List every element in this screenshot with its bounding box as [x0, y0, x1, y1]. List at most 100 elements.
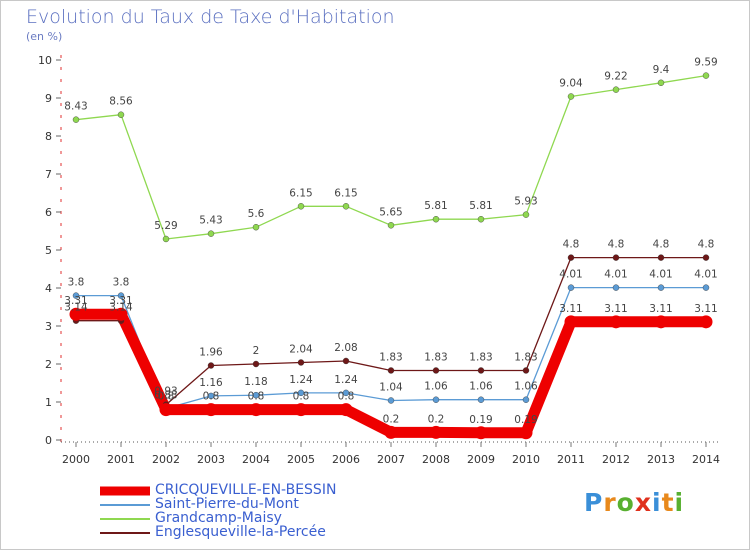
data-point [612, 86, 620, 93]
data-label: 3.14 [109, 302, 133, 314]
logo-letter: i [674, 488, 685, 517]
data-label: 3.8 [113, 277, 130, 289]
data-point [207, 392, 215, 400]
legend-label: Grandcamp-Maisy [155, 510, 282, 526]
legend-label: CRICQUEVILLE-EN-BESSIN [155, 482, 337, 498]
data-label: 5.93 [514, 196, 537, 208]
data-point [204, 403, 218, 417]
logo-letter: x [634, 488, 652, 517]
data-labels: 8.43 8.56 5.29 5.43 5.6 6.15 6.15 5.65 5.81 5.81 5… [64, 57, 717, 426]
y-tick-label: 3 [45, 320, 52, 333]
data-label: 4.8 [563, 239, 580, 251]
data-point [339, 403, 353, 417]
data-point [114, 307, 128, 321]
data-label: 8.56 [109, 96, 133, 108]
data-point [384, 425, 398, 439]
data-label: 1.24 [289, 374, 313, 386]
data-label: 1.83 [469, 351, 492, 363]
data-point [699, 315, 713, 329]
data-point [522, 367, 530, 374]
x-tick-label: 2001 [107, 453, 135, 466]
data-label: 3.11 [604, 303, 627, 315]
axes: 2000 2001 2002 2003 2004 2005 2006 2007 2008 2009… [38, 54, 720, 466]
data-point [567, 284, 575, 291]
proxiti-logo: Proxiti [584, 488, 684, 517]
data-label: 0.83 [154, 389, 177, 401]
data-point [159, 403, 173, 417]
data-point [207, 362, 215, 369]
data-point [297, 359, 305, 366]
data-point [432, 216, 440, 223]
data-label: 1.24 [334, 374, 358, 386]
data-label: 1.83 [514, 351, 537, 363]
data-label: 8.43 [64, 101, 87, 113]
data-point [702, 72, 710, 79]
y-tick-label: 7 [45, 168, 52, 181]
data-point [474, 426, 488, 440]
logo-letter: i [652, 488, 662, 517]
chart-subtitle: (en %) [26, 30, 63, 43]
data-point [702, 254, 710, 261]
data-label: 3.31 [109, 295, 132, 307]
x-tick-label: 2002 [152, 453, 180, 466]
y-tick-label: 8 [45, 130, 52, 143]
data-label: 0.8 [203, 391, 220, 403]
data-point [387, 397, 395, 404]
data-point [297, 203, 305, 210]
data-label: 0.2 [383, 413, 400, 425]
y-tick-label: 1 [45, 396, 52, 409]
x-tick-label: 2014 [692, 453, 720, 466]
y-tick-label: 9 [45, 92, 52, 105]
data-point [609, 315, 623, 329]
x-tick-label: 2008 [422, 453, 450, 466]
data-point [657, 79, 665, 87]
data-point [567, 93, 575, 100]
x-tick-label: 2007 [377, 453, 405, 466]
legend-label: Englesqueville-la-Percée [155, 524, 326, 540]
data-label: 2.08 [334, 342, 357, 354]
x-tick-label: 2006 [332, 453, 360, 466]
data-label: 3.8 [68, 277, 85, 289]
x-tick-label: 2000 [62, 453, 90, 466]
data-label: 9.04 [559, 77, 583, 89]
data-point [249, 403, 263, 417]
data-label: 4.01 [604, 269, 627, 281]
data-point [342, 357, 350, 365]
data-point [432, 396, 440, 403]
data-label: 3.11 [694, 303, 717, 315]
data-label: 5.43 [199, 215, 222, 227]
data-point [342, 203, 350, 210]
y-tick-label: 0 [45, 434, 52, 447]
legend-label: Saint-Pierre-du-Mont [155, 496, 299, 512]
legend-swatch [100, 486, 150, 496]
legend-swatch [100, 518, 150, 520]
data-label: 4.01 [694, 269, 717, 281]
x-tick-label: 2004 [242, 453, 270, 466]
data-label: 0.8 [338, 391, 355, 403]
data-point [657, 254, 665, 261]
y-tick-label: 5 [45, 244, 52, 257]
x-tick-label: 2012 [602, 453, 630, 466]
data-label: 1.83 [379, 351, 402, 363]
data-point [117, 292, 125, 299]
y-tick-label: 2 [45, 358, 52, 371]
data-label: 3.14 [64, 302, 88, 314]
data-point [477, 216, 485, 223]
data-label: 0.8 [248, 391, 265, 403]
series-points [69, 72, 713, 440]
logo-letter: P [584, 488, 604, 517]
data-label: 4.01 [559, 269, 582, 281]
data-point [207, 230, 215, 237]
data-point [522, 211, 530, 218]
chart-title: Evolution du Taux de Taxe d'Habitation [26, 6, 395, 28]
data-label: 0.8 [293, 391, 310, 403]
x-tick-label: 2013 [647, 453, 675, 466]
data-label: 5.6 [248, 208, 265, 220]
data-point [429, 425, 443, 439]
logo-letter: t [661, 488, 675, 517]
data-label: 9.59 [694, 57, 717, 69]
data-label: 0.8 [158, 391, 175, 403]
x-tick-label: 2003 [197, 453, 225, 466]
data-label: 3.11 [559, 303, 582, 315]
